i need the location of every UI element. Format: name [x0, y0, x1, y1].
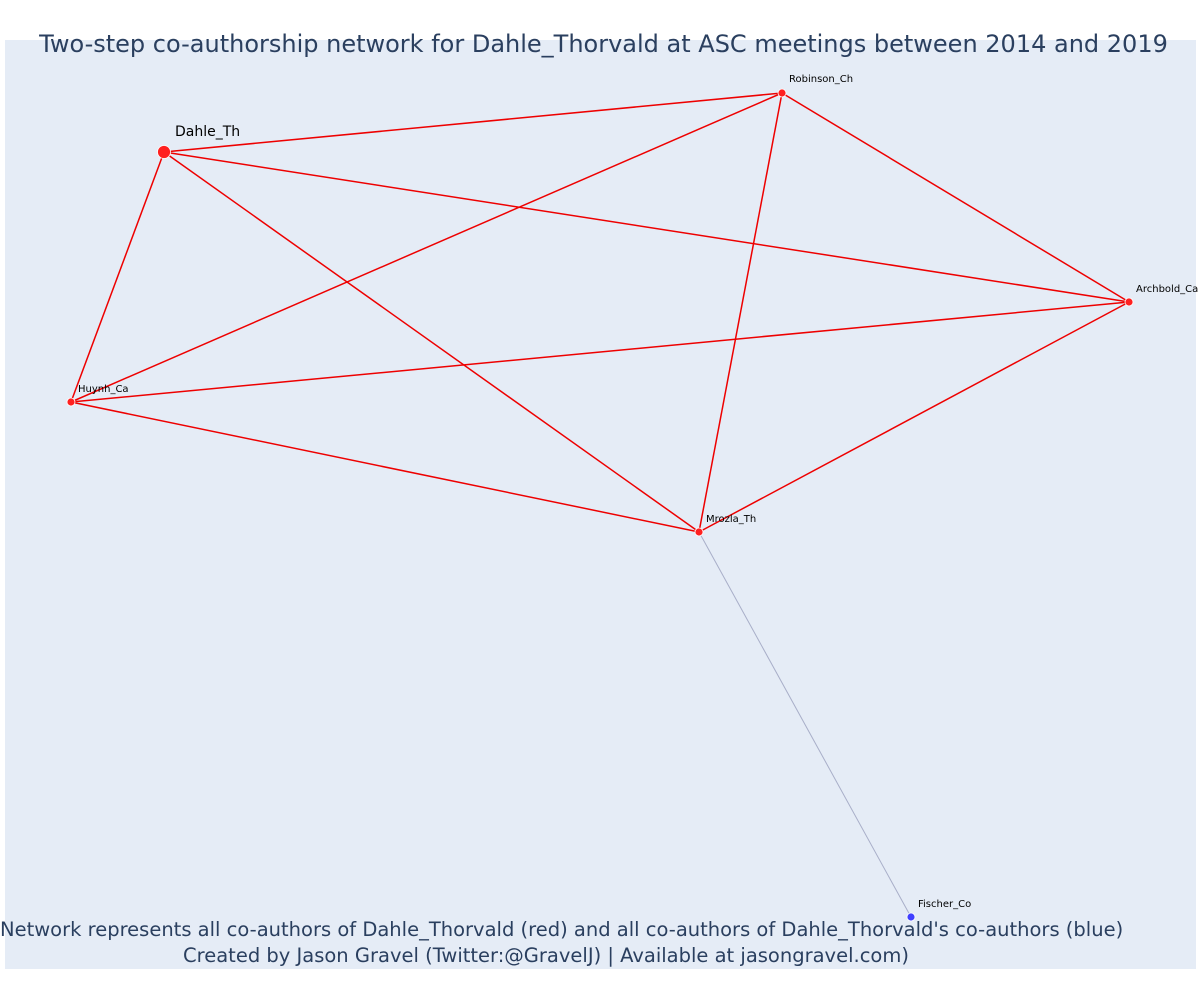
- edge-Robinson_Ch-Huynh_Ca: [70, 92, 783, 403]
- edge-Dahle_Th-Mrozla_Th: [163, 151, 700, 533]
- edges-layer: [70, 92, 1130, 918]
- edge-Archbold_Ca-Mrozla_Th: [698, 301, 1130, 533]
- edge-Huynh_Ca-Mrozla_Th: [70, 401, 700, 533]
- node-label-Robinson_Ch: Robinson_Ch: [789, 74, 853, 85]
- node-label-Fischer_Co: Fischer_Co: [918, 899, 971, 910]
- node-Fischer_Co[interactable]: [906, 912, 916, 922]
- edge-Mrozla_Th-Fischer_Co: [698, 531, 912, 918]
- labels-layer: Dahle_Th Robinson_Ch Archbold_Ca Huynh_Ca Mr…: [78, 74, 1198, 910]
- edge-Robinson_Ch-Mrozla_Th: [698, 92, 783, 533]
- nodes-layer: [66, 88, 1134, 922]
- caption-description: Network represents all co-authors of Dah…: [0, 918, 1124, 941]
- plot-area: [5, 40, 1196, 969]
- node-Archbold_Ca[interactable]: [1124, 297, 1134, 307]
- node-label-Archbold_Ca: Archbold_Ca: [1136, 284, 1198, 295]
- edge-Dahle_Th-Robinson_Ch: [163, 92, 783, 153]
- edge-Dahle_Th-Archbold_Ca: [163, 151, 1130, 303]
- node-Mrozla_Th[interactable]: [694, 527, 704, 537]
- node-label-Dahle_Th: Dahle_Th: [175, 124, 240, 140]
- node-label-Mrozla_Th: Mrozla_Th: [706, 514, 756, 525]
- chart-title: Two-step co-authorship network for Dahle…: [39, 30, 1168, 58]
- node-Huynh_Ca[interactable]: [66, 397, 76, 407]
- edge-Robinson_Ch-Archbold_Ca: [781, 92, 1130, 303]
- caption-credit: Created by Jason Gravel (Twitter:@Gravel…: [183, 944, 909, 967]
- node-Dahle_Th[interactable]: [157, 145, 171, 159]
- edge-Dahle_Th-Huynh_Ca: [70, 151, 165, 403]
- edge-Huynh_Ca-Archbold_Ca: [70, 301, 1130, 403]
- node-Robinson_Ch[interactable]: [777, 88, 787, 98]
- node-label-Huynh_Ca: Huynh_Ca: [78, 384, 129, 395]
